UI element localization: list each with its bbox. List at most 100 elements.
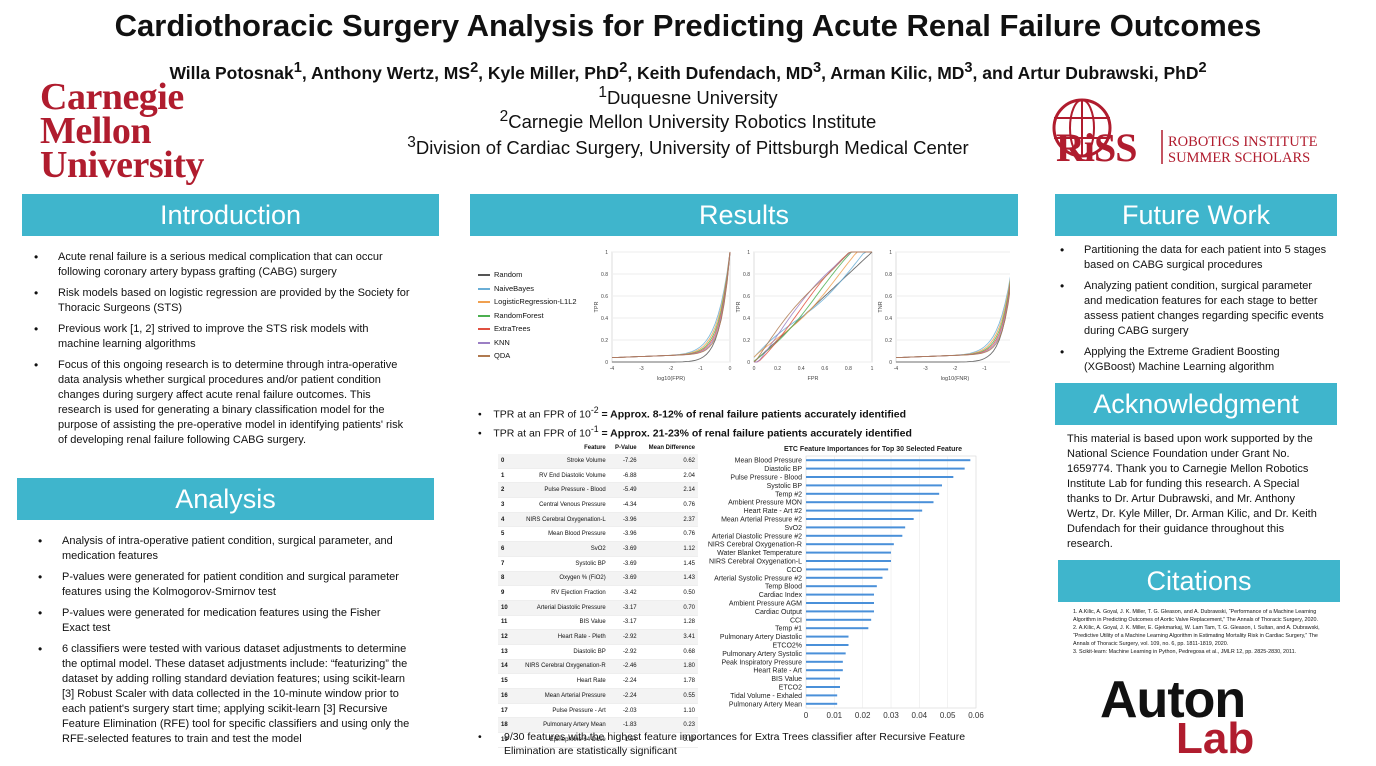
category-label: Water Blanket Temperature: [717, 550, 802, 557]
feature-bar: [806, 518, 914, 520]
tick-label: 0: [605, 360, 608, 366]
table-row: 16 Mean Arterial Pressure -2.24 0.55: [498, 688, 698, 704]
category-label: Pulmonary Artery Mean: [729, 701, 802, 708]
legend-entry: LogisticRegression-L1L2: [478, 295, 577, 309]
axis-label: log10(FNR): [941, 376, 970, 382]
tick-label: -4: [610, 366, 615, 372]
roc-series-line: [753, 251, 872, 363]
table-row: 2 Pulse Pressure - Blood -5.49 2.14: [498, 482, 698, 499]
list-item: Partitioning the data for each patient i…: [1048, 243, 1333, 273]
category-label: Temp #2: [775, 491, 802, 498]
list-item: Analyzing patient condition, surgical pa…: [1048, 279, 1333, 339]
analysis-header: Analysis: [17, 478, 434, 520]
category-label: Cardiac Output: [755, 609, 802, 616]
tick-label: 1: [747, 250, 750, 256]
axis-label: log10(FPR): [657, 376, 685, 382]
tick-label: 0.6: [821, 366, 828, 372]
x-tick-label: 0: [804, 711, 809, 720]
feature-bar: [806, 551, 891, 554]
p-value-table: Feature P-Value Mean Difference 0 Stroke Vo…: [498, 442, 698, 748]
x-tick-label: 0.03: [883, 711, 899, 720]
axis-label: TPR: [736, 301, 742, 312]
tick-label: 0.4: [798, 366, 805, 372]
table-row: 15 Heart Rate -2.24 1.78: [498, 673, 698, 689]
table-row: 0 Stroke Volume -7.26 0.62: [498, 454, 698, 469]
feature-bar: [806, 459, 971, 462]
legend-entry: QDA: [478, 349, 577, 363]
feature-bar: [806, 467, 965, 470]
roc-series-line: [753, 251, 872, 358]
acknowledgment-text: This material is based upon work support…: [1067, 433, 1317, 550]
future-work-header: Future Work: [1055, 194, 1337, 236]
category-label: Tidal Volume - Exhaled: [730, 693, 802, 700]
category-label: Cardiac Index: [759, 592, 803, 599]
tick-label: -2: [669, 366, 674, 372]
tick-label: 0.8: [743, 272, 750, 278]
tick-label: 0.6: [885, 294, 892, 300]
feature-bar: [806, 652, 846, 655]
table-row: 12 Heart Rate - Pleth -2.92 3.41: [498, 629, 698, 645]
chart-title: ETC Feature Importances for Top 30 Selec…: [784, 446, 962, 453]
table-row: 14 NIRS Cerebral Oxygenation-R -2.46 1.80: [498, 659, 698, 675]
feature-bar: [806, 602, 874, 604]
category-label: Mean Arterial Pressure #2: [721, 517, 802, 524]
list-item: Acute renal failure is a serious medical…: [22, 250, 412, 280]
feature-bar: [806, 669, 843, 672]
table-row: 18 Pulmonary Artery Mean -1.83 0.23: [498, 717, 698, 734]
category-label: Temp Blood: [765, 584, 802, 591]
feature-bar: [806, 618, 872, 621]
tick-label: 1: [889, 250, 892, 256]
affiliation-3: 3Division of Cardiac Surgery, University…: [407, 134, 969, 159]
results-findings: • TPR at an FPR of 10-2 = Approx. 8-12% …: [478, 403, 912, 440]
tick-label: 0.2: [774, 366, 781, 372]
table-header: Feature: [584, 445, 606, 451]
tick-label: -3: [639, 366, 644, 372]
citation-item: 1. A.Kilic, A. Goyal, J. K. Miller, T. G…: [1073, 609, 1318, 623]
finding-2: • TPR at an FPR of 10-1 = Approx. 21-23%…: [478, 423, 912, 440]
feature-bar: [806, 526, 906, 529]
tick-label: 0.4: [885, 316, 892, 322]
citation-item: 2. A.Kilic, A. Goyal, J. K. Miller, E. G…: [1073, 625, 1320, 647]
category-label: Peak Inspiratory Pressure: [721, 659, 802, 666]
tick-label: 0.6: [601, 294, 608, 300]
legend-entry: NaiveBayes: [478, 282, 577, 296]
table-header: Mean Difference: [648, 445, 695, 451]
list-item: P-values were generated for medication f…: [26, 606, 411, 636]
feature-bar: [806, 576, 883, 579]
table-header: P-Value: [614, 445, 637, 451]
feature-bar: [806, 476, 954, 478]
introduction-header: Introduction: [22, 194, 439, 236]
category-label: Pulmonary Artery Diastolic: [720, 634, 803, 641]
feature-bar: [806, 509, 923, 512]
tick-label: 0: [753, 366, 756, 372]
x-tick-label: 0.02: [855, 711, 871, 720]
table-row: 19 Epinephrine 64 Dose -1.64 3.13: [498, 732, 698, 748]
feature-bar: [806, 484, 942, 487]
list-item: Analysis of intra-operative patient cond…: [26, 534, 411, 564]
x-tick-label: 0.01: [827, 711, 843, 720]
table-row: 17 Pulse Pressure - Art -2.03 1.10: [498, 703, 698, 719]
author-list: Willa Potosnak1, Anthony Wertz, MS2, Kyl…: [169, 60, 1207, 83]
x-tick-label: 0.05: [940, 711, 956, 720]
tick-label: 0.8: [601, 272, 608, 278]
category-label: Temp #1: [775, 626, 802, 633]
tick-label: -4: [894, 366, 899, 372]
acknowledgment-header: Acknowledgment: [1055, 383, 1337, 425]
cmu-logo: Carnegie Mellon University: [40, 76, 204, 186]
tick-label: 1: [605, 250, 608, 256]
feature-bar: [806, 492, 940, 495]
x-tick-label: 0.04: [912, 711, 928, 720]
feature-bar: [806, 534, 903, 537]
citations-header: Citations: [1058, 560, 1340, 602]
category-label: ETCO2: [779, 685, 802, 692]
list-item: Applying the Extreme Gradient Boosting (…: [1048, 345, 1333, 375]
category-label: Heart Rate - Art: [753, 668, 802, 675]
category-label: CCI: [790, 617, 802, 624]
category-label: Systolic BP: [767, 483, 803, 490]
tick-label: -1: [982, 366, 987, 372]
tick-label: -2: [953, 366, 958, 372]
table-row: 1 RV End Diastolic Volume -6.88 2.04: [498, 468, 698, 484]
table-row: 9 RV Ejection Fraction -3.42 0.50: [498, 585, 698, 601]
feature-bar: [806, 568, 889, 571]
legend-entry: ExtraTrees: [478, 322, 577, 336]
